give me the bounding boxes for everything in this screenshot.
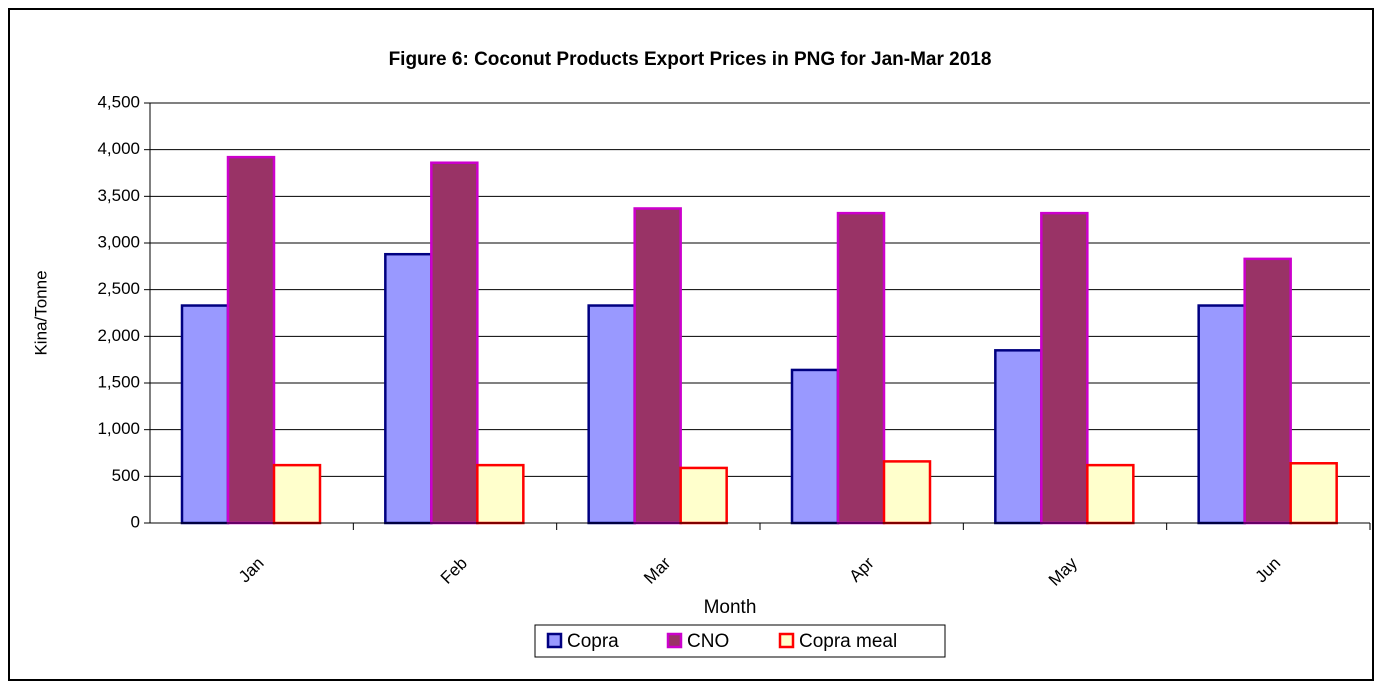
bar xyxy=(1243,257,1292,525)
y-tick-label: 0 xyxy=(131,512,140,531)
y-axis-title: Kina/Tonne xyxy=(31,270,50,355)
legend-swatch xyxy=(546,632,563,649)
legend-label: CNO xyxy=(687,631,729,652)
y-tick-label: 3,000 xyxy=(97,232,140,251)
bar xyxy=(430,161,479,525)
bar xyxy=(1040,211,1089,525)
bar xyxy=(1197,304,1246,525)
y-tick-label: 1,500 xyxy=(97,372,140,391)
bar xyxy=(790,368,840,525)
bar xyxy=(836,211,886,525)
legend-label: Copra xyxy=(567,631,619,652)
bar xyxy=(272,463,322,525)
x-axis-title: Month xyxy=(704,597,757,618)
bar xyxy=(882,460,932,525)
bar xyxy=(226,155,276,525)
y-tick-label: 1,000 xyxy=(97,419,140,438)
bar xyxy=(384,252,433,525)
bar xyxy=(679,466,728,525)
y-tick-label: 3,500 xyxy=(97,186,140,205)
chart-title: Figure 6: Coconut Products Export Prices… xyxy=(389,49,992,70)
legend-label: Copra meal xyxy=(799,631,897,652)
y-tick-label: 2,000 xyxy=(97,326,140,345)
bar xyxy=(1086,463,1135,525)
legend-swatch xyxy=(666,632,683,649)
y-tick-label: 500 xyxy=(112,466,140,485)
y-tick-label: 2,500 xyxy=(97,279,140,298)
bar xyxy=(587,304,636,525)
bar xyxy=(1289,462,1338,525)
bar xyxy=(994,349,1043,525)
legend-box xyxy=(534,624,946,658)
legend-swatch xyxy=(778,632,795,649)
bar xyxy=(180,304,230,525)
bar xyxy=(633,207,682,525)
bar xyxy=(476,463,525,525)
y-tick-label: 4,500 xyxy=(97,92,140,111)
y-tick-label: 4,000 xyxy=(97,139,140,158)
